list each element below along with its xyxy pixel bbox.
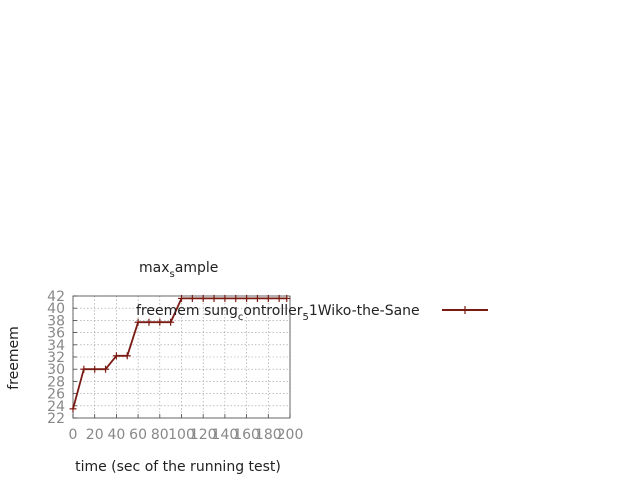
data-point	[156, 318, 164, 326]
y-tick-label: 36	[47, 326, 65, 342]
data-point	[275, 294, 283, 302]
legend-sub-1: c	[238, 312, 244, 323]
data-point	[283, 294, 291, 302]
chart-title-sub: s	[170, 269, 175, 280]
legend-part-1: freemem sung	[136, 303, 238, 319]
data-point	[243, 294, 251, 302]
data-point	[123, 352, 131, 360]
data-point	[69, 405, 77, 413]
y-tick-label: 38	[47, 313, 65, 329]
y-tick-label: 28	[47, 374, 65, 390]
legend: freemem sungcontroller51Wiko-the-Sane	[136, 303, 488, 323]
data-point	[199, 294, 207, 302]
x-tick-label: 180	[255, 427, 282, 443]
x-axis-label: time (sec of the running test)	[75, 459, 281, 475]
legend-part-2: ontroller	[243, 303, 302, 319]
data-point	[178, 294, 185, 302]
x-tick-label: 40	[107, 427, 125, 443]
x-tick-label: 60	[129, 427, 147, 443]
data-point	[221, 294, 229, 302]
y-tick-label: 22	[47, 411, 65, 427]
legend-sub-2: 5	[302, 312, 308, 323]
data-point	[145, 318, 153, 326]
chart-title: maxsample	[139, 260, 218, 280]
x-tick-label: 80	[151, 427, 169, 443]
data-point	[167, 318, 175, 326]
x-tick-label: 0	[69, 427, 78, 443]
y-tick-label: 26	[47, 387, 65, 403]
legend-part-3: 1Wiko-the-Sane	[309, 303, 420, 319]
x-tick-label: 160	[233, 427, 260, 443]
data-point	[80, 365, 88, 373]
x-tick-label: 120	[190, 427, 217, 443]
y-axis-label: freemem	[6, 326, 22, 390]
data-point	[134, 318, 142, 326]
grid-layer	[72, 295, 291, 419]
y-tick-label: 42	[47, 289, 65, 305]
y-tick-label: 30	[47, 362, 65, 378]
y-tick-label: 32	[47, 350, 65, 366]
data-point	[102, 365, 110, 373]
x-tick-label: 140	[212, 427, 239, 443]
data-point	[210, 294, 218, 302]
x-tick-label: 20	[86, 427, 104, 443]
x-tick-label: 200	[277, 427, 304, 443]
series-layer	[69, 294, 291, 413]
legend-label: freemem sungcontroller51Wiko-the-Sane	[136, 303, 420, 323]
data-point	[232, 294, 240, 302]
y-tick-label: 24	[47, 399, 65, 415]
y-tick-label: 40	[47, 301, 65, 317]
data-point	[91, 365, 99, 373]
x-tick-label: 100	[168, 427, 195, 443]
y-tick-label: 34	[47, 338, 65, 354]
tick-layer: 0 20 40 60 80 1001201401601802002224262830323…	[47, 289, 303, 443]
data-point	[264, 294, 272, 302]
data-point	[253, 294, 261, 302]
chart-title-main: max	[139, 260, 170, 276]
data-point	[112, 352, 120, 360]
chart-title-rest: ample	[175, 260, 219, 276]
data-point	[188, 294, 196, 302]
